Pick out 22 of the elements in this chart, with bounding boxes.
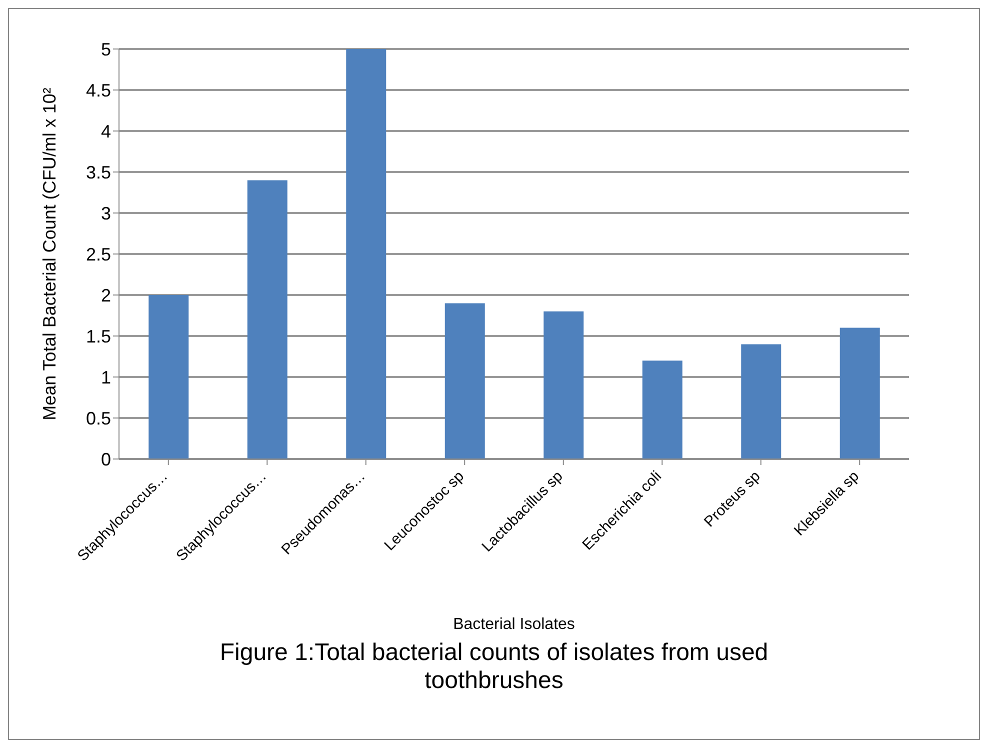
y-tick-label: 3.5 (86, 162, 111, 182)
y-axis-title: Mean Total Bacterial Count (CFU/ml x 10² (39, 88, 60, 420)
bar (148, 295, 189, 459)
bar (247, 180, 288, 459)
bar (444, 303, 485, 459)
bar (642, 360, 682, 459)
y-tick-label: 1.5 (86, 326, 111, 346)
y-tick-label: 0 (100, 449, 111, 470)
x-axis-title: Bacterial Isolates (453, 616, 575, 633)
y-tick-label: 3 (100, 203, 111, 224)
bar (346, 49, 386, 459)
y-tick-label: 4.5 (86, 80, 111, 100)
y-tick-label: 4 (100, 121, 111, 142)
y-tick-label: 0.5 (86, 408, 111, 428)
bar (544, 311, 584, 459)
text: Figure 1:Total bacterial counts of isolates from used toothbrushes (218, 639, 770, 695)
y-tick-label: 1 (100, 367, 111, 388)
y-tick-label: 2.5 (86, 244, 111, 264)
y-tick-label: 5 (100, 39, 111, 60)
bar (741, 344, 782, 459)
bar (840, 328, 880, 459)
y-tick-label: 2 (100, 285, 111, 306)
